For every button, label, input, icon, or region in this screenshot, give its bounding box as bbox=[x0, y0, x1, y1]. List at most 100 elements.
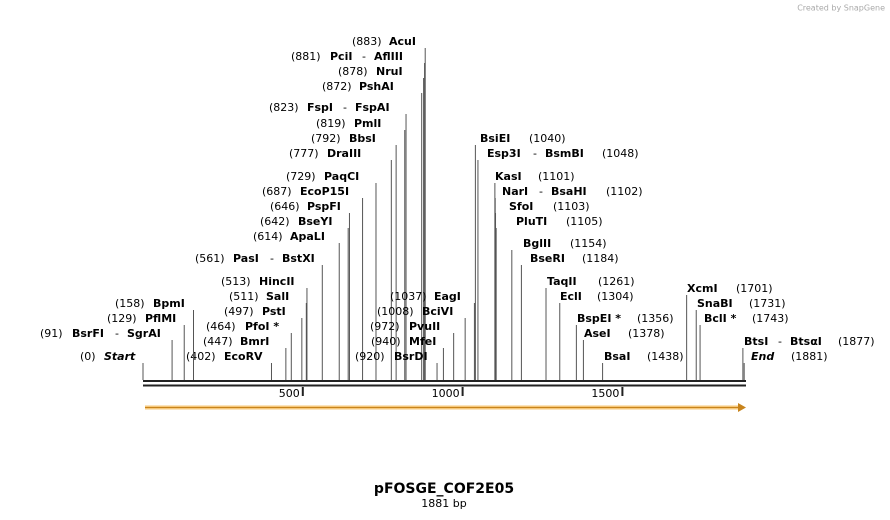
enzyme-name: PciI bbox=[330, 50, 352, 63]
site-position: (1438) bbox=[647, 350, 684, 363]
site-position: (1304) bbox=[597, 290, 634, 303]
site-position: (883) bbox=[352, 35, 382, 48]
site-position: (972) bbox=[370, 320, 400, 333]
enzyme-name: Start bbox=[104, 350, 136, 363]
enzyme-name: MfeI bbox=[409, 335, 436, 348]
separator: - bbox=[115, 327, 119, 340]
enzyme-name: PasI bbox=[233, 252, 259, 265]
tick-label: 1500 bbox=[591, 387, 619, 400]
site-position: (511) bbox=[229, 290, 259, 303]
enzyme-name: PstI bbox=[262, 305, 286, 318]
enzyme-name: BseYI bbox=[298, 215, 332, 228]
credit: Created by SnapGene bbox=[797, 4, 885, 13]
site-position: (792) bbox=[311, 132, 341, 145]
enzyme-name: BglII bbox=[523, 237, 551, 250]
enzyme-name: NruI bbox=[376, 65, 403, 78]
enzyme-name: SnaBI bbox=[697, 297, 733, 310]
enzyme-name: PshAI bbox=[359, 80, 394, 93]
separator: - bbox=[533, 147, 537, 160]
enzyme-name: XcmI bbox=[687, 282, 718, 295]
enzyme-name: FspAI bbox=[355, 101, 390, 114]
site-position: (447) bbox=[203, 335, 233, 348]
enzyme-name: SfoI bbox=[509, 200, 533, 213]
site-position: (614) bbox=[253, 230, 283, 243]
site-position: (920) bbox=[355, 350, 385, 363]
separator: - bbox=[539, 185, 543, 198]
site-position: (1356) bbox=[637, 312, 674, 325]
enzyme-name: SalI bbox=[266, 290, 289, 303]
site-position: (91) bbox=[40, 327, 63, 340]
enzyme-name: FspI bbox=[307, 101, 333, 114]
enzyme-name: BbsI bbox=[349, 132, 376, 145]
enzyme-name: BspEI * bbox=[577, 312, 621, 325]
enzyme-name: BsaI bbox=[604, 350, 630, 363]
site-position: (1105) bbox=[566, 215, 603, 228]
enzyme-name: BsrFI bbox=[72, 327, 104, 340]
enzyme-name: BpmI bbox=[153, 297, 185, 310]
enzyme-name: BtsI bbox=[744, 335, 768, 348]
enzyme-name: PmlI bbox=[354, 117, 381, 130]
enzyme-name: DraIII bbox=[327, 147, 361, 160]
enzyme-name: AflIII bbox=[374, 50, 403, 63]
enzyme-name: TaqII bbox=[547, 275, 577, 288]
enzyme-name: KasI bbox=[495, 170, 522, 183]
enzyme-name: BciVI bbox=[422, 305, 453, 318]
enzyme-name: End bbox=[751, 350, 774, 363]
enzyme-name: EagI bbox=[434, 290, 461, 303]
title: pFOSGE_COF2E05 bbox=[374, 481, 514, 497]
separator: - bbox=[778, 335, 782, 348]
enzyme-name: BtsαI bbox=[790, 335, 822, 348]
site-position: (129) bbox=[107, 312, 137, 325]
site-position: (1877) bbox=[838, 335, 875, 348]
site-position: (1154) bbox=[570, 237, 607, 250]
enzyme-name: PvuII bbox=[409, 320, 440, 333]
site-position: (1101) bbox=[538, 170, 575, 183]
site-position: (823) bbox=[269, 101, 299, 114]
enzyme-name: PaqCI bbox=[324, 170, 359, 183]
site-position: (729) bbox=[286, 170, 316, 183]
site-position: (513) bbox=[221, 275, 251, 288]
enzyme-name: PluTI bbox=[516, 215, 547, 228]
enzyme-name: PflMI bbox=[145, 312, 176, 325]
enzyme-name: BsrDI bbox=[394, 350, 428, 363]
site-position: (1102) bbox=[606, 185, 643, 198]
enzyme-name: BmrI bbox=[240, 335, 269, 348]
site-position: (0) bbox=[80, 350, 96, 363]
site-position: (1378) bbox=[628, 327, 665, 340]
site-position: (642) bbox=[260, 215, 290, 228]
enzyme-name: SgrAI bbox=[127, 327, 161, 340]
site-position: (646) bbox=[270, 200, 300, 213]
site-position: (1037) bbox=[390, 290, 427, 303]
site-position: (687) bbox=[262, 185, 292, 198]
enzyme-name: BsmBI bbox=[545, 147, 584, 160]
enzyme-name: PfoI * bbox=[245, 320, 279, 333]
site-position: (1184) bbox=[582, 252, 619, 265]
site-position: (402) bbox=[186, 350, 216, 363]
site-position: (1048) bbox=[602, 147, 639, 160]
enzyme-name: PspFI bbox=[307, 200, 341, 213]
site-position: (1040) bbox=[529, 132, 566, 145]
separator: - bbox=[343, 101, 347, 114]
site-position: (1701) bbox=[736, 282, 773, 295]
site-position: (464) bbox=[206, 320, 236, 333]
site-position: (561) bbox=[195, 252, 225, 265]
enzyme-name: AseI bbox=[584, 327, 611, 340]
site-position: (1008) bbox=[377, 305, 414, 318]
enzyme-name: AcuI bbox=[389, 35, 416, 48]
enzyme-name: BsaHI bbox=[551, 185, 587, 198]
enzyme-name: ApaLI bbox=[290, 230, 325, 243]
site-position: (497) bbox=[224, 305, 254, 318]
site-position: (881) bbox=[291, 50, 321, 63]
site-position: (819) bbox=[316, 117, 346, 130]
enzyme-name: EclI bbox=[560, 290, 582, 303]
enzyme-name: BclI * bbox=[704, 312, 737, 325]
site-position: (1261) bbox=[598, 275, 635, 288]
enzyme-name: BseRI bbox=[530, 252, 565, 265]
enzyme-name: BsiEI bbox=[480, 132, 510, 145]
tick-label: 1000 bbox=[432, 387, 460, 400]
separator: - bbox=[270, 252, 274, 265]
site-position: (1103) bbox=[553, 200, 590, 213]
site-position: (1881) bbox=[791, 350, 828, 363]
site-position: (1743) bbox=[752, 312, 789, 325]
